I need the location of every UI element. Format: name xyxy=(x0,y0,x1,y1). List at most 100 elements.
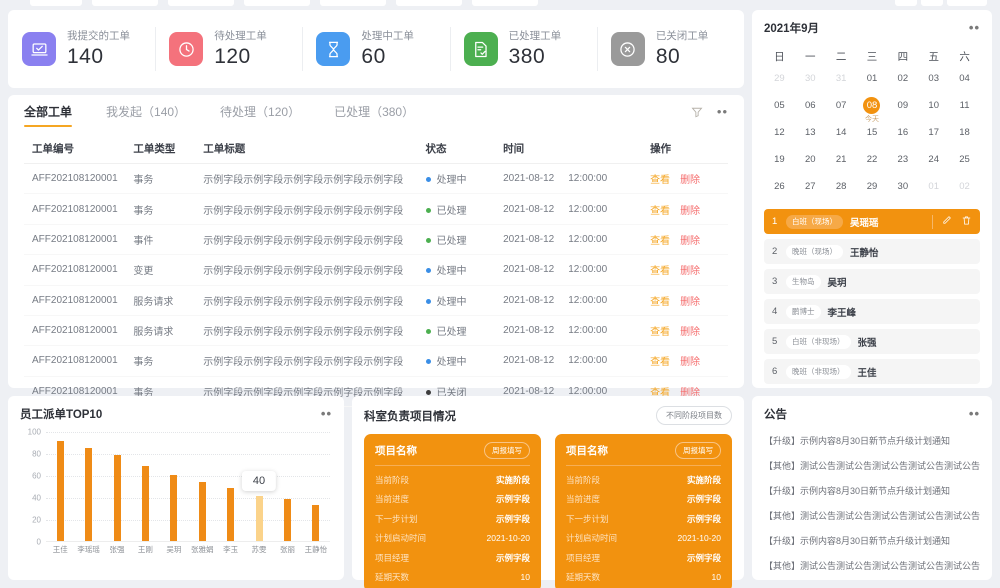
calendar-day[interactable]: 15 xyxy=(857,124,888,151)
calendar-day[interactable]: 29 xyxy=(857,178,888,205)
announcement-item[interactable]: 【其他】测试公告测试公告测试公告测试公告测试公告 xyxy=(764,461,981,471)
more-icon[interactable]: •• xyxy=(320,406,332,421)
project-card[interactable]: 项目名称 周报填写 当前阶段 实施阶段 当前进度 示例字段 下一步计划 示例字段 计划启动时间 2… xyxy=(555,434,732,588)
schedule-row[interactable]: 3 生物岛 吴玥 xyxy=(764,269,980,294)
more-icon[interactable]: •• xyxy=(968,20,980,35)
calendar-day[interactable]: 16 xyxy=(887,124,918,151)
table-row[interactable]: AFF202108120001 事务 示例字段示例字段示例字段示例字段示例字段 处理中… xyxy=(24,345,728,377)
more-icon[interactable]: •• xyxy=(716,103,728,119)
announcement-item[interactable]: 【其他】测试公告测试公告测试公告测试公告测试公告 xyxy=(764,561,981,571)
calendar-day[interactable]: 04 xyxy=(949,70,980,97)
calendar-day[interactable]: 09 xyxy=(887,97,918,124)
calendar-day[interactable]: 01 xyxy=(857,70,888,97)
toolbar-chip[interactable] xyxy=(30,0,82,6)
table-row[interactable]: AFF202108120001 服务请求 示例字段示例字段示例字段示例字段示例字段已… xyxy=(24,315,728,347)
announcement-item[interactable]: 【其他】测试公告测试公告测试公告测试公告测试公告 xyxy=(764,511,981,521)
calendar-day[interactable]: 05 xyxy=(764,97,795,124)
calendar-day[interactable]: 19 xyxy=(764,151,795,178)
schedule-row[interactable]: 2 晚班（现场） 王静怡 xyxy=(764,239,980,264)
calendar-day[interactable]: 01 xyxy=(918,178,949,205)
calendar-day[interactable]: 31 xyxy=(826,70,857,97)
delete-link[interactable]: 删除 xyxy=(680,175,701,187)
bar-column[interactable] xyxy=(74,432,102,541)
view-link[interactable]: 查看 xyxy=(650,387,671,399)
table-row[interactable]: AFF202108120001 事件 示例字段示例字段示例字段示例字段示例字段 已处理… xyxy=(24,224,728,256)
bar-column[interactable] xyxy=(245,432,273,541)
calendar-day[interactable]: 11 xyxy=(949,97,980,124)
calendar-day[interactable]: 17 xyxy=(918,124,949,151)
toolbar-chip[interactable] xyxy=(320,0,386,6)
toolbar-chip[interactable] xyxy=(244,0,310,6)
calendar-day[interactable]: 22 xyxy=(857,151,888,178)
stat-card[interactable]: 我提交的工单 140 xyxy=(8,23,155,75)
bar-column[interactable] xyxy=(302,432,330,541)
calendar-day[interactable]: 14 xyxy=(826,124,857,151)
announcement-item[interactable]: 【升级】示例内容8月30日新节点升级计划通知 xyxy=(764,536,951,546)
delete-link[interactable]: 删除 xyxy=(680,387,701,399)
delete-link[interactable]: 删除 xyxy=(680,296,701,308)
delete-link[interactable]: 删除 xyxy=(680,357,701,369)
toolbar-chip[interactable] xyxy=(895,0,917,6)
calendar-day[interactable]: 27 xyxy=(795,178,826,205)
delete-link[interactable]: 删除 xyxy=(680,266,701,278)
calendar-day[interactable]: 06 xyxy=(795,97,826,124)
more-icon[interactable]: •• xyxy=(968,406,980,421)
weekly-report-badge[interactable]: 周报填写 xyxy=(675,442,721,459)
view-link[interactable]: 查看 xyxy=(650,266,671,278)
view-link[interactable]: 查看 xyxy=(650,357,671,369)
table-row[interactable]: AFF202108120001 事务 示例字段示例字段示例字段示例字段示例字段 处理中… xyxy=(24,163,728,195)
calendar-day[interactable]: 18 xyxy=(949,124,980,151)
stat-card[interactable]: 处理中工单 60 xyxy=(302,23,449,75)
project-card[interactable]: 项目名称 周报填写 当前阶段 实施阶段 当前进度 示例字段 下一步计划 示例字段 计划启动时间 2… xyxy=(364,434,541,588)
table-row[interactable]: AFF202108120001 服务请求 示例字段示例字段示例字段示例字段示例字段处… xyxy=(24,285,728,316)
filter-icon[interactable] xyxy=(691,106,703,118)
view-link[interactable]: 查看 xyxy=(650,235,671,247)
calendar-day[interactable]: 02 xyxy=(887,70,918,97)
toolbar-chip[interactable] xyxy=(947,0,987,6)
toolbar-chip[interactable] xyxy=(168,0,234,6)
delete-link[interactable]: 删除 xyxy=(680,205,701,217)
delete-link[interactable]: 删除 xyxy=(680,327,701,339)
toolbar-chip[interactable] xyxy=(396,0,462,6)
trash-icon[interactable] xyxy=(961,215,972,229)
calendar-day[interactable]: 26 xyxy=(764,178,795,205)
ticket-tab[interactable]: 全部工单 xyxy=(24,103,73,127)
calendar-day[interactable]: 30 xyxy=(887,178,918,205)
ticket-tab[interactable]: 待处理（120） xyxy=(220,105,301,119)
calendar-day[interactable]: 10 xyxy=(918,97,949,124)
calendar-day[interactable]: 20 xyxy=(795,151,826,178)
edit-icon[interactable] xyxy=(941,215,952,229)
bar-column[interactable] xyxy=(103,432,131,541)
table-row[interactable]: AFF202108120001 变更 示例字段示例字段示例字段示例字段示例字段 处理中… xyxy=(24,254,728,286)
schedule-row[interactable]: 6 晚班（非现场） 王佳 xyxy=(764,359,980,384)
stat-card[interactable]: 已处理工单 380 xyxy=(449,23,597,75)
announcement-item[interactable]: 【升级】示例内容8月30日新节点升级计划通知 xyxy=(764,436,951,446)
calendar-day[interactable]: 23 xyxy=(887,151,918,178)
calendar-day[interactable]: 13 xyxy=(795,124,826,151)
bar-column[interactable] xyxy=(273,432,301,541)
calendar-day[interactable]: 28 xyxy=(826,178,857,205)
calendar-day[interactable]: 24 xyxy=(918,151,949,178)
view-link[interactable]: 查看 xyxy=(650,327,671,339)
bar-column[interactable] xyxy=(131,432,159,541)
bar-column[interactable] xyxy=(46,432,74,541)
table-row[interactable]: AFF202108120001 事务 示例字段示例字段示例字段示例字段示例字段 已处理… xyxy=(24,193,728,225)
schedule-row[interactable]: 5 白班（非现场） 张强 xyxy=(764,329,980,354)
stage-count-button[interactable]: 不同阶段项目数 xyxy=(656,406,732,425)
calendar-day[interactable]: 08 今天 xyxy=(857,97,888,124)
ticket-tab[interactable]: 已处理（380） xyxy=(334,105,415,119)
toolbar-chip[interactable] xyxy=(921,0,943,6)
view-link[interactable]: 查看 xyxy=(650,296,671,308)
calendar-day[interactable]: 03 xyxy=(918,70,949,97)
calendar-day[interactable]: 02 xyxy=(949,178,980,205)
calendar-day[interactable]: 25 xyxy=(949,151,980,178)
weekly-report-badge[interactable]: 周报填写 xyxy=(484,442,530,459)
calendar-day[interactable]: 30 xyxy=(795,70,826,97)
schedule-row[interactable]: 4 鹏博士 李王峰 xyxy=(764,299,980,324)
calendar-day[interactable]: 07 xyxy=(826,97,857,124)
schedule-row[interactable]: 1 白班（现场） 吴瑶瑶 xyxy=(764,209,980,234)
calendar-day[interactable]: 29 xyxy=(764,70,795,97)
delete-link[interactable]: 删除 xyxy=(680,235,701,247)
calendar-day[interactable]: 12 xyxy=(764,124,795,151)
calendar-day[interactable]: 21 xyxy=(826,151,857,178)
